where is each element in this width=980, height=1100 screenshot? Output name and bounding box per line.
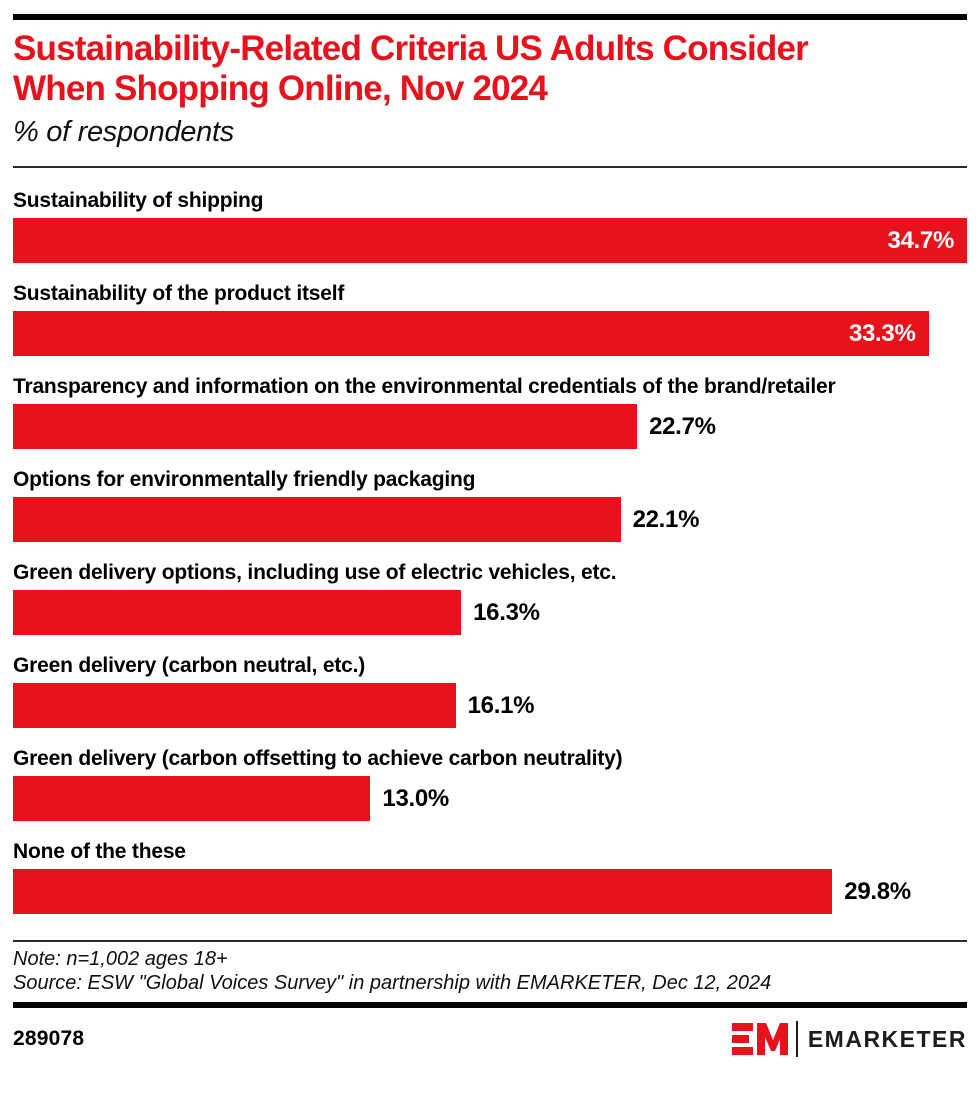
bar-row: None of the these 29.8%: [13, 839, 967, 914]
chart-page: Sustainability-Related Criteria US Adult…: [0, 14, 980, 1057]
bar: 33.3%: [13, 311, 929, 356]
footer-divider: [13, 940, 967, 942]
bottom-rule: [13, 1002, 967, 1008]
bar-label: Green delivery (carbon neutral, etc.): [13, 654, 366, 677]
chart-id: 289078: [13, 1027, 85, 1050]
bar-label: Options for environmentally friendly pac…: [13, 468, 476, 491]
bar-row: Sustainability of the product itself 33.3…: [13, 281, 967, 356]
bar: [13, 869, 833, 914]
chart-subtitle: % of respondents: [13, 116, 234, 148]
bar-track: 16.1%: [13, 683, 967, 728]
bar-track: 34.7%: [13, 218, 967, 263]
brand-logo: EMARKETER: [731, 1021, 967, 1057]
bar-label: Sustainability of the product itself: [13, 282, 345, 305]
bar-value: 13.0%: [382, 784, 449, 812]
chart-source: Source: ESW "Global Voices Survey" in pa…: [13, 972, 772, 994]
bar-row: Green delivery (carbon neutral, etc.) 16.…: [13, 653, 967, 728]
header-divider: [13, 166, 967, 168]
bar-track: 22.7%: [13, 404, 967, 449]
footer-row: 289078 EMARKETER: [13, 1021, 967, 1057]
chart-note: Note: n=1,002 ages 18+: [13, 948, 228, 970]
bar: 34.7%: [13, 218, 967, 263]
bar-label: Green delivery options, including use of…: [13, 561, 617, 584]
bar-track: 22.1%: [13, 497, 967, 542]
bar: [13, 776, 371, 821]
bar: [13, 590, 462, 635]
bar-track: 33.3%: [13, 311, 967, 356]
bar-row: Green delivery options, including use of…: [13, 560, 967, 635]
bar-value: 22.7%: [649, 412, 716, 440]
bar-label: Green delivery (carbon offsetting to ach…: [13, 747, 623, 770]
bar-value: 33.3%: [848, 319, 916, 347]
title-line-1: Sustainability-Related Criteria US Adult…: [13, 29, 809, 68]
brand-separator: [795, 1021, 798, 1057]
bar-track: 29.8%: [13, 869, 967, 914]
brand-name: EMARKETER: [807, 1025, 967, 1052]
bar-label: None of the these: [13, 840, 186, 863]
bar-value: 29.8%: [844, 877, 911, 905]
bar-chart: Sustainability of shipping 34.7% Sustainab…: [13, 188, 967, 914]
bar-value: 22.1%: [632, 505, 700, 533]
bar-track: 13.0%: [13, 776, 967, 821]
bar: [13, 683, 456, 728]
bar-row: Sustainability of shipping 34.7%: [13, 188, 967, 263]
bar-value: 16.1%: [467, 691, 535, 719]
bar-row: Green delivery (carbon offsetting to ach…: [13, 746, 967, 821]
page-title: Sustainability-Related Criteria US Adult…: [13, 29, 967, 109]
bar-label: Transparency and information on the envi…: [13, 375, 836, 398]
bar-value: 34.7%: [887, 226, 954, 254]
top-rule: [13, 14, 967, 20]
bar-row: Transparency and information on the envi…: [13, 374, 967, 449]
bar-row: Options for environmentally friendly pac…: [13, 467, 967, 542]
bar-track: 16.3%: [13, 590, 967, 635]
bar-label: Sustainability of shipping: [13, 189, 264, 212]
bar-value: 16.3%: [473, 598, 540, 626]
title-line-2: When Shopping Online, Nov 2024: [13, 69, 548, 108]
note-block: Note: n=1,002 ages 18+ Source: ESW "Glob…: [13, 947, 967, 995]
bar: [13, 497, 621, 542]
emarketer-monogram-icon: [731, 1023, 788, 1055]
bar: [13, 404, 638, 449]
